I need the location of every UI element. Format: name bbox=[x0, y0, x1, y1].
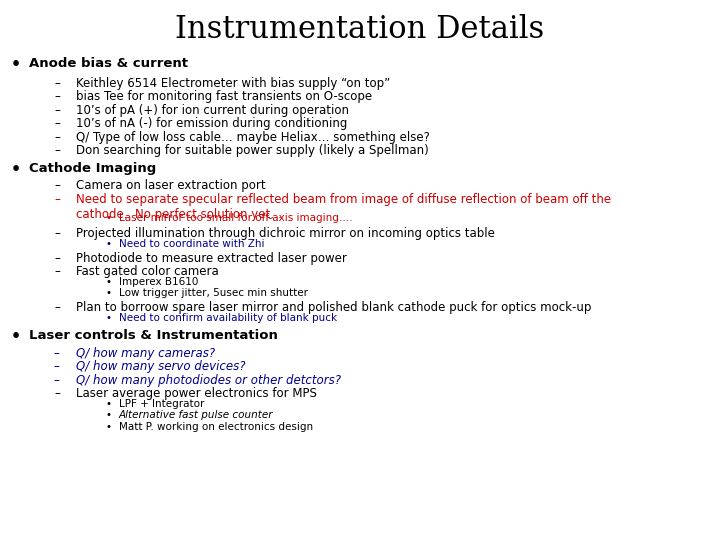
Text: •: • bbox=[106, 277, 112, 287]
Text: LPF + Integrator: LPF + Integrator bbox=[119, 399, 204, 409]
Text: –: – bbox=[54, 90, 60, 103]
Text: 10’s of nA (-) for emission during conditioning: 10’s of nA (-) for emission during condi… bbox=[76, 117, 347, 130]
Text: –: – bbox=[54, 301, 60, 314]
Text: Matt P. working on electronics design: Matt P. working on electronics design bbox=[119, 422, 313, 432]
Text: –: – bbox=[54, 144, 60, 157]
Text: Cathode Imaging: Cathode Imaging bbox=[29, 162, 156, 175]
Text: –: – bbox=[54, 347, 60, 360]
Text: Low trigger jitter, 5usec min shutter: Low trigger jitter, 5usec min shutter bbox=[119, 288, 308, 299]
Text: •: • bbox=[106, 422, 112, 432]
Text: •: • bbox=[106, 288, 112, 299]
Text: Alternative fast pulse counter: Alternative fast pulse counter bbox=[119, 410, 274, 421]
Text: •: • bbox=[106, 213, 112, 224]
Text: Q/ how many photodiodes or other detctors?: Q/ how many photodiodes or other detctor… bbox=[76, 374, 341, 387]
Text: –: – bbox=[54, 360, 60, 373]
Text: Keithley 6514 Electrometer with bias supply “on top”: Keithley 6514 Electrometer with bias sup… bbox=[76, 77, 390, 90]
Text: –: – bbox=[54, 77, 60, 90]
Text: –: – bbox=[54, 179, 60, 192]
Text: Need to separate specular reflected beam from image of diffuse reflection of bea: Need to separate specular reflected beam… bbox=[76, 193, 611, 221]
Text: Projected illumination through dichroic mirror on incoming optics table: Projected illumination through dichroic … bbox=[76, 227, 495, 240]
Text: Laser controls & Instrumentation: Laser controls & Instrumentation bbox=[29, 329, 278, 342]
Text: –: – bbox=[54, 227, 60, 240]
Text: Camera on laser extraction port: Camera on laser extraction port bbox=[76, 179, 265, 192]
Text: Don searching for suitable power supply (likely a Spellman): Don searching for suitable power supply … bbox=[76, 144, 428, 157]
Text: –: – bbox=[54, 252, 60, 265]
Text: •: • bbox=[106, 410, 112, 421]
Text: Fast gated color camera: Fast gated color camera bbox=[76, 265, 218, 278]
Text: 10’s of pA (+) for ion current during operation: 10’s of pA (+) for ion current during op… bbox=[76, 104, 348, 117]
Text: •: • bbox=[11, 57, 21, 72]
Text: –: – bbox=[54, 117, 60, 130]
Text: •: • bbox=[11, 329, 21, 345]
Text: –: – bbox=[54, 131, 60, 144]
Text: •: • bbox=[106, 313, 112, 323]
Text: Plan to borroow spare laser mirror and polished blank cathode puck for optics mo: Plan to borroow spare laser mirror and p… bbox=[76, 301, 591, 314]
Text: –: – bbox=[54, 104, 60, 117]
Text: Q/ Type of low loss cable… maybe Heliax… something else?: Q/ Type of low loss cable… maybe Heliax…… bbox=[76, 131, 429, 144]
Text: Laser mirror too small for off-axis imaging….: Laser mirror too small for off-axis imag… bbox=[119, 213, 352, 224]
Text: –: – bbox=[54, 374, 60, 387]
Text: Q/ how many servo devices?: Q/ how many servo devices? bbox=[76, 360, 245, 373]
Text: –: – bbox=[54, 265, 60, 278]
Text: •: • bbox=[106, 239, 112, 249]
Text: –: – bbox=[54, 387, 60, 400]
Text: •: • bbox=[11, 162, 21, 177]
Text: bias Tee for monitoring fast transients on O-scope: bias Tee for monitoring fast transients … bbox=[76, 90, 372, 103]
Text: •: • bbox=[106, 399, 112, 409]
Text: Photodiode to measure extracted laser power: Photodiode to measure extracted laser po… bbox=[76, 252, 346, 265]
Text: –: – bbox=[54, 193, 60, 206]
Text: Instrumentation Details: Instrumentation Details bbox=[176, 14, 544, 44]
Text: Need to confirm availability of blank puck: Need to confirm availability of blank pu… bbox=[119, 313, 337, 323]
Text: Laser average power electronics for MPS: Laser average power electronics for MPS bbox=[76, 387, 317, 400]
Text: Q/ how many cameras?: Q/ how many cameras? bbox=[76, 347, 215, 360]
Text: Anode bias & current: Anode bias & current bbox=[29, 57, 188, 70]
Text: Need to coordinate with Zhi: Need to coordinate with Zhi bbox=[119, 239, 264, 249]
Text: Imperex B1610: Imperex B1610 bbox=[119, 277, 198, 287]
